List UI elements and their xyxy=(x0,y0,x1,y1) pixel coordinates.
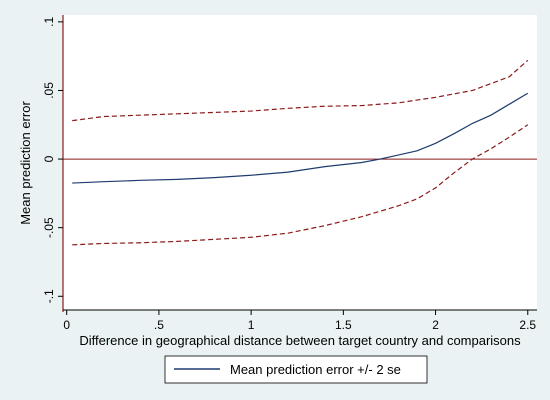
series-lower-band-line xyxy=(72,124,529,246)
legend: Mean prediction error +/- 2 se xyxy=(164,355,428,384)
y-tick-label: .05 xyxy=(42,82,56,99)
series-upper-band-line xyxy=(72,59,529,122)
y-axis-ticks: .1 .05 0 -.05 -.1 xyxy=(42,17,63,303)
x-axis-title: Difference in geographical distance betw… xyxy=(79,333,521,348)
plot-area xyxy=(63,15,537,310)
x-tick-label: .5 xyxy=(154,318,164,332)
x-tick-label: 2 xyxy=(432,318,439,332)
x-tick-label: 1 xyxy=(248,318,255,332)
y-tick-label: 0 xyxy=(42,155,56,162)
x-tick-label: 2.5 xyxy=(519,318,536,332)
series-mean-line xyxy=(72,92,529,184)
y-tick-label: -.1 xyxy=(42,289,56,303)
x-tick-label: 1.5 xyxy=(335,318,352,332)
y-tick-label: -.05 xyxy=(42,217,56,238)
x-axis-ticks: 0 .5 1 1.5 2 2.5 xyxy=(63,310,536,332)
series-layer xyxy=(72,59,529,246)
legend-label: Mean prediction error +/- 2 se xyxy=(230,362,401,377)
x-tick-label: 0 xyxy=(63,318,70,332)
y-axis-title: Mean prediction error xyxy=(18,101,33,225)
y-tick-label: .1 xyxy=(42,17,56,27)
